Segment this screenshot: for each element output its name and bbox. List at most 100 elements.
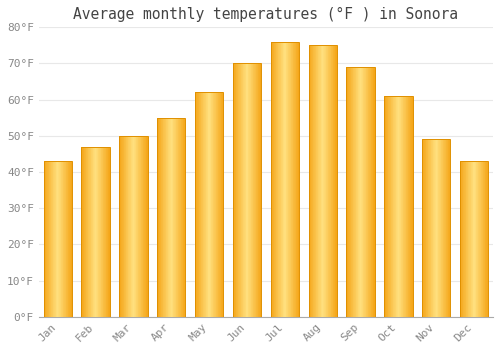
Bar xyxy=(176,118,177,317)
Bar xyxy=(55,161,56,317)
Bar xyxy=(129,136,130,317)
Bar xyxy=(69,161,70,317)
Bar xyxy=(106,147,107,317)
Bar xyxy=(359,67,360,317)
Bar xyxy=(66,161,67,317)
Bar xyxy=(447,140,448,317)
Bar xyxy=(408,96,409,317)
Bar xyxy=(466,161,467,317)
Bar xyxy=(469,161,470,317)
Bar xyxy=(195,92,196,317)
Bar xyxy=(236,63,237,317)
Bar xyxy=(86,147,87,317)
Bar xyxy=(174,118,175,317)
Bar xyxy=(124,136,125,317)
Bar xyxy=(442,140,444,317)
Bar xyxy=(395,96,396,317)
Bar xyxy=(123,136,124,317)
Bar xyxy=(370,67,371,317)
Bar xyxy=(45,161,46,317)
Bar xyxy=(108,147,109,317)
Bar xyxy=(238,63,239,317)
Bar xyxy=(325,46,326,317)
Bar xyxy=(309,46,310,317)
Bar xyxy=(157,118,158,317)
Bar xyxy=(332,46,334,317)
Bar xyxy=(204,92,205,317)
Bar xyxy=(288,42,289,317)
Bar xyxy=(122,136,123,317)
Bar xyxy=(207,92,208,317)
Bar xyxy=(296,42,297,317)
Bar xyxy=(138,136,139,317)
Bar xyxy=(354,67,355,317)
Bar xyxy=(175,118,176,317)
Bar xyxy=(312,46,313,317)
Bar xyxy=(404,96,405,317)
Bar xyxy=(217,92,218,317)
Bar xyxy=(470,161,472,317)
Bar xyxy=(140,136,141,317)
Bar xyxy=(48,161,49,317)
Bar xyxy=(82,147,110,317)
Bar xyxy=(257,63,258,317)
Bar xyxy=(317,46,318,317)
Bar xyxy=(119,136,120,317)
Bar xyxy=(464,161,465,317)
Bar xyxy=(165,118,166,317)
Bar xyxy=(237,63,238,317)
Bar xyxy=(467,161,468,317)
Bar xyxy=(54,161,55,317)
Bar xyxy=(46,161,47,317)
Bar xyxy=(90,147,92,317)
Bar xyxy=(244,63,245,317)
Bar xyxy=(367,67,368,317)
Bar xyxy=(390,96,392,317)
Bar xyxy=(128,136,129,317)
Bar xyxy=(181,118,182,317)
Bar xyxy=(405,96,406,317)
Bar xyxy=(437,140,438,317)
Bar xyxy=(487,161,488,317)
Bar xyxy=(145,136,146,317)
Bar xyxy=(278,42,279,317)
Bar xyxy=(235,63,236,317)
Bar xyxy=(216,92,217,317)
Bar xyxy=(164,118,165,317)
Bar xyxy=(62,161,64,317)
Bar xyxy=(335,46,336,317)
Bar xyxy=(195,92,224,317)
Bar xyxy=(329,46,330,317)
Bar xyxy=(172,118,174,317)
Bar xyxy=(57,161,58,317)
Bar xyxy=(275,42,276,317)
Bar xyxy=(247,63,248,317)
Bar xyxy=(242,63,244,317)
Bar xyxy=(465,161,466,317)
Bar xyxy=(396,96,397,317)
Bar xyxy=(135,136,136,317)
Bar xyxy=(369,67,370,317)
Bar xyxy=(208,92,209,317)
Bar xyxy=(246,63,247,317)
Bar xyxy=(372,67,374,317)
Bar xyxy=(170,118,172,317)
Bar xyxy=(449,140,450,317)
Bar xyxy=(56,161,57,317)
Bar xyxy=(350,67,352,317)
Bar xyxy=(109,147,110,317)
Bar xyxy=(482,161,484,317)
Bar xyxy=(136,136,137,317)
Bar xyxy=(98,147,99,317)
Bar xyxy=(368,67,369,317)
Bar xyxy=(462,161,463,317)
Bar xyxy=(364,67,365,317)
Bar xyxy=(200,92,202,317)
Bar xyxy=(87,147,88,317)
Bar xyxy=(89,147,90,317)
Bar xyxy=(233,63,234,317)
Bar xyxy=(100,147,102,317)
Bar xyxy=(134,136,135,317)
Bar xyxy=(67,161,68,317)
Bar xyxy=(360,67,362,317)
